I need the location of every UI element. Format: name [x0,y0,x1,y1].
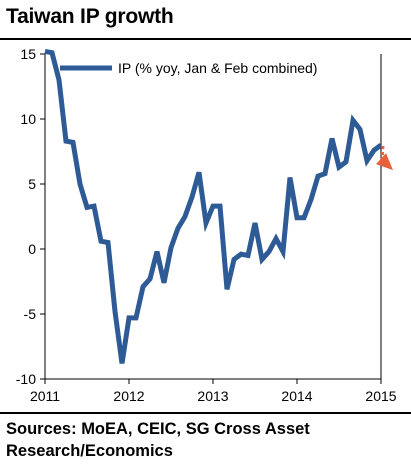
x-tick-label: 2014 [281,388,312,404]
x-tick-label: 2013 [197,388,228,404]
forecast-arrow-head [376,153,393,171]
y-tick-label: 10 [20,111,36,127]
title-rule [0,38,411,40]
y-tick-label: 5 [28,176,36,192]
legend-label: IP (% yoy, Jan & Feb combined) [118,60,317,76]
x-tick-label: 2012 [113,388,144,404]
series-line-ip [44,48,383,364]
source-note: Sources: MoEA, CEIC, SG Cross Asset Rese… [6,420,310,460]
source-rule [0,412,411,414]
y-tick-label: 15 [20,46,36,62]
forecast-arrow-shaft [380,145,385,161]
y-tick-label: 0 [28,241,36,257]
x-tick-label: 2015 [365,388,396,404]
x-tick-label: 2011 [30,388,60,404]
y-tick-label: -10 [16,371,36,387]
y-tick-label: -5 [24,306,37,322]
chart-title: Taiwan IP growth [6,5,174,28]
